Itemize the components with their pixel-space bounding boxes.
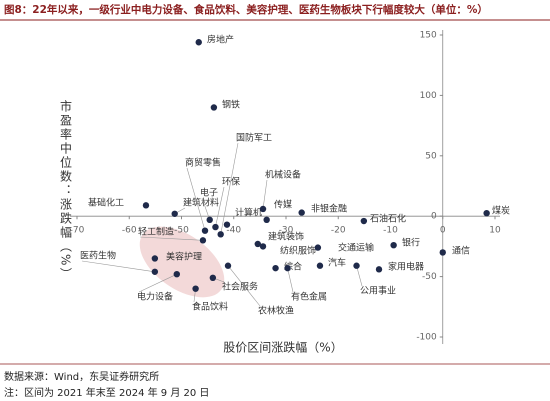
y-tick-label: 50 [425,151,437,161]
point [353,262,360,269]
point [151,255,159,262]
leader-line [81,260,155,273]
x-tick-label: -20 [331,226,346,236]
point-label: 食品饮料 [192,301,228,313]
point-label: 钢铁 [222,99,240,111]
point-label: 电子 [200,187,218,199]
source: 数据来源：Wind，东吴证券研究所 [4,370,159,383]
x-axis-title: 股价区间涨跌幅（%） [223,340,342,355]
point-label: 纺织服饰 [280,245,316,257]
point [199,237,207,244]
point-label: 传媒 [274,199,292,211]
point [263,216,270,224]
point [210,104,218,111]
point [173,270,180,278]
x-tick-label: 0 [440,226,446,236]
point [375,266,383,273]
x-tick-label: -10 [383,226,398,236]
y-tick-label: -50 [422,272,437,282]
point-label: 美容护理 [166,251,202,263]
point-label: 环保 [222,176,240,188]
point [390,241,397,249]
point-label: 商贸零售 [185,157,221,169]
leader-line [356,265,363,287]
point [206,216,213,224]
chart-title: 图8：22年以来，一级行业中电力设备、食品饮料、美容护理、医药生物板块下行幅度较… [4,3,488,16]
highlight [139,226,225,298]
point [195,39,202,46]
point [254,240,261,248]
point-label: 有色金属 [291,291,327,303]
point-label: 基础化工 [88,197,124,209]
leader-line [220,142,239,235]
point-label: 机械设备 [265,169,301,181]
leader-line [227,265,261,307]
point [224,262,232,269]
y-tick-label: 150 [420,31,437,41]
leader-line [138,273,177,293]
note: 注：区间为 2021 年末至 2024 年 9 月 20 日 [4,386,209,399]
x-tick-label: 10 [489,226,501,236]
leader-line [262,179,268,209]
point [298,209,305,216]
point-label: 交通运输 [338,242,374,254]
x-tick-label: -30 [279,226,294,236]
x-tick-label: -70 [70,226,85,236]
point-label: 社会服务 [222,281,258,293]
point-label: 银行 [402,237,420,249]
point [272,264,279,272]
point-label: 医药生物 [80,250,116,262]
point-label: 轻工制造 [138,226,174,238]
point-label: 房地产 [207,34,234,46]
point-label: 家用电器 [388,261,424,273]
y-tick-label: 100 [420,91,437,101]
point [259,205,267,213]
y-tick-label: 0 [431,212,437,222]
point [259,243,267,250]
point-label: 国防军工 [236,132,272,144]
point [212,223,219,231]
point [142,202,150,209]
x-tick-label: -50 [174,226,189,236]
point-label: 公用事业 [360,285,396,297]
point [360,217,368,225]
point [171,210,178,217]
leader-line [201,197,210,220]
leader-line [287,268,294,293]
point [439,249,446,256]
leader-line [139,236,203,241]
point-label: 建筑材料 [183,197,219,209]
point-label: 通信 [452,245,470,257]
point [284,264,291,272]
point [223,221,231,228]
point-label: 农林牧渔 [258,305,294,317]
point-label: 计算机 [235,207,262,219]
point-label: 电力设备 [137,291,173,303]
x-tick-label: -40 [226,226,241,236]
leader-line [215,186,225,228]
point [483,209,490,217]
point [209,274,217,282]
point [316,262,324,269]
point [201,227,209,234]
point [151,268,159,275]
point [217,231,224,238]
point-label: 石油石化 [370,213,406,225]
point-label: 煤炭 [492,205,510,217]
leader-line [186,167,206,231]
point [192,285,199,292]
x-tick-label: -60 [122,226,137,236]
point-label: 建筑装饰 [268,231,304,243]
y-tick-label: -100 [416,333,437,343]
point [314,244,322,251]
point-label: 汽车 [328,257,346,269]
point-label: 非银金融 [311,203,347,215]
y-axis-title: 市盈率中位数：涨跌幅（%） [59,99,73,282]
